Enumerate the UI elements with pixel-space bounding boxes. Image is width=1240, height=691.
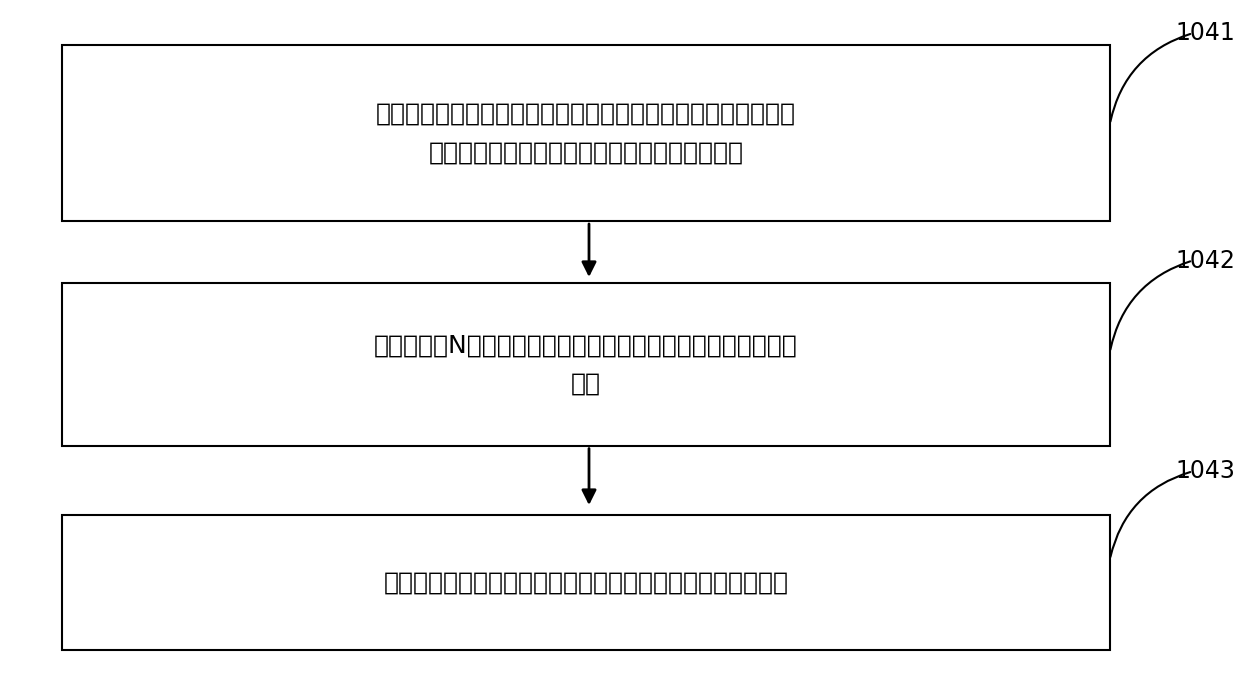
- Text: 的顺序对每组中的来流相对机舱的风向进行排序: 的顺序对每组中的来流相对机舱的风向进行排序: [428, 140, 744, 164]
- Text: 将每组对应的偏航误差汇总到一起得到所述偏航误差优化模型: 将每组对应的偏航误差汇总到一起得到所述偏航误差优化模型: [383, 570, 789, 594]
- Bar: [62, 45, 1110, 221]
- Text: 统计每组中各来流相对机舱的风向出现的概率，按概率从大到小: 统计每组中各来流相对机舱的风向出现的概率，按概率从大到小: [376, 102, 796, 126]
- Bar: [62, 515, 1110, 650]
- Text: 1043: 1043: [1176, 460, 1235, 483]
- Bar: [62, 283, 1110, 446]
- Text: 计算每组前N个来流相对机舱的风向的平均值得到对应组的偏航: 计算每组前N个来流相对机舱的风向的平均值得到对应组的偏航: [374, 333, 797, 357]
- Text: 误差: 误差: [570, 372, 601, 396]
- Text: 1041: 1041: [1176, 21, 1235, 45]
- Text: 1042: 1042: [1176, 249, 1235, 272]
